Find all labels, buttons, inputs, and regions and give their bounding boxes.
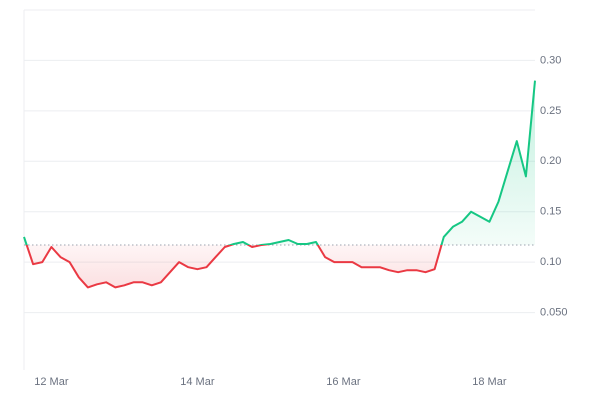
x-tick-label: 16 Mar <box>326 376 361 388</box>
x-tick-label: 14 Mar <box>180 376 215 388</box>
price-area <box>24 80 535 288</box>
price-line <box>23 80 536 289</box>
y-tick-label: 0.30 <box>540 54 561 66</box>
y-tick-label: 0.20 <box>540 155 561 167</box>
y-tick-label: 0.050 <box>540 306 568 318</box>
x-tick-label: 18 Mar <box>472 376 507 388</box>
y-tick-label: 0.10 <box>540 256 561 268</box>
y-tick-label: 0.15 <box>540 206 561 218</box>
x-tick-label: 12 Mar <box>34 376 69 388</box>
y-tick-label: 0.25 <box>540 105 561 117</box>
